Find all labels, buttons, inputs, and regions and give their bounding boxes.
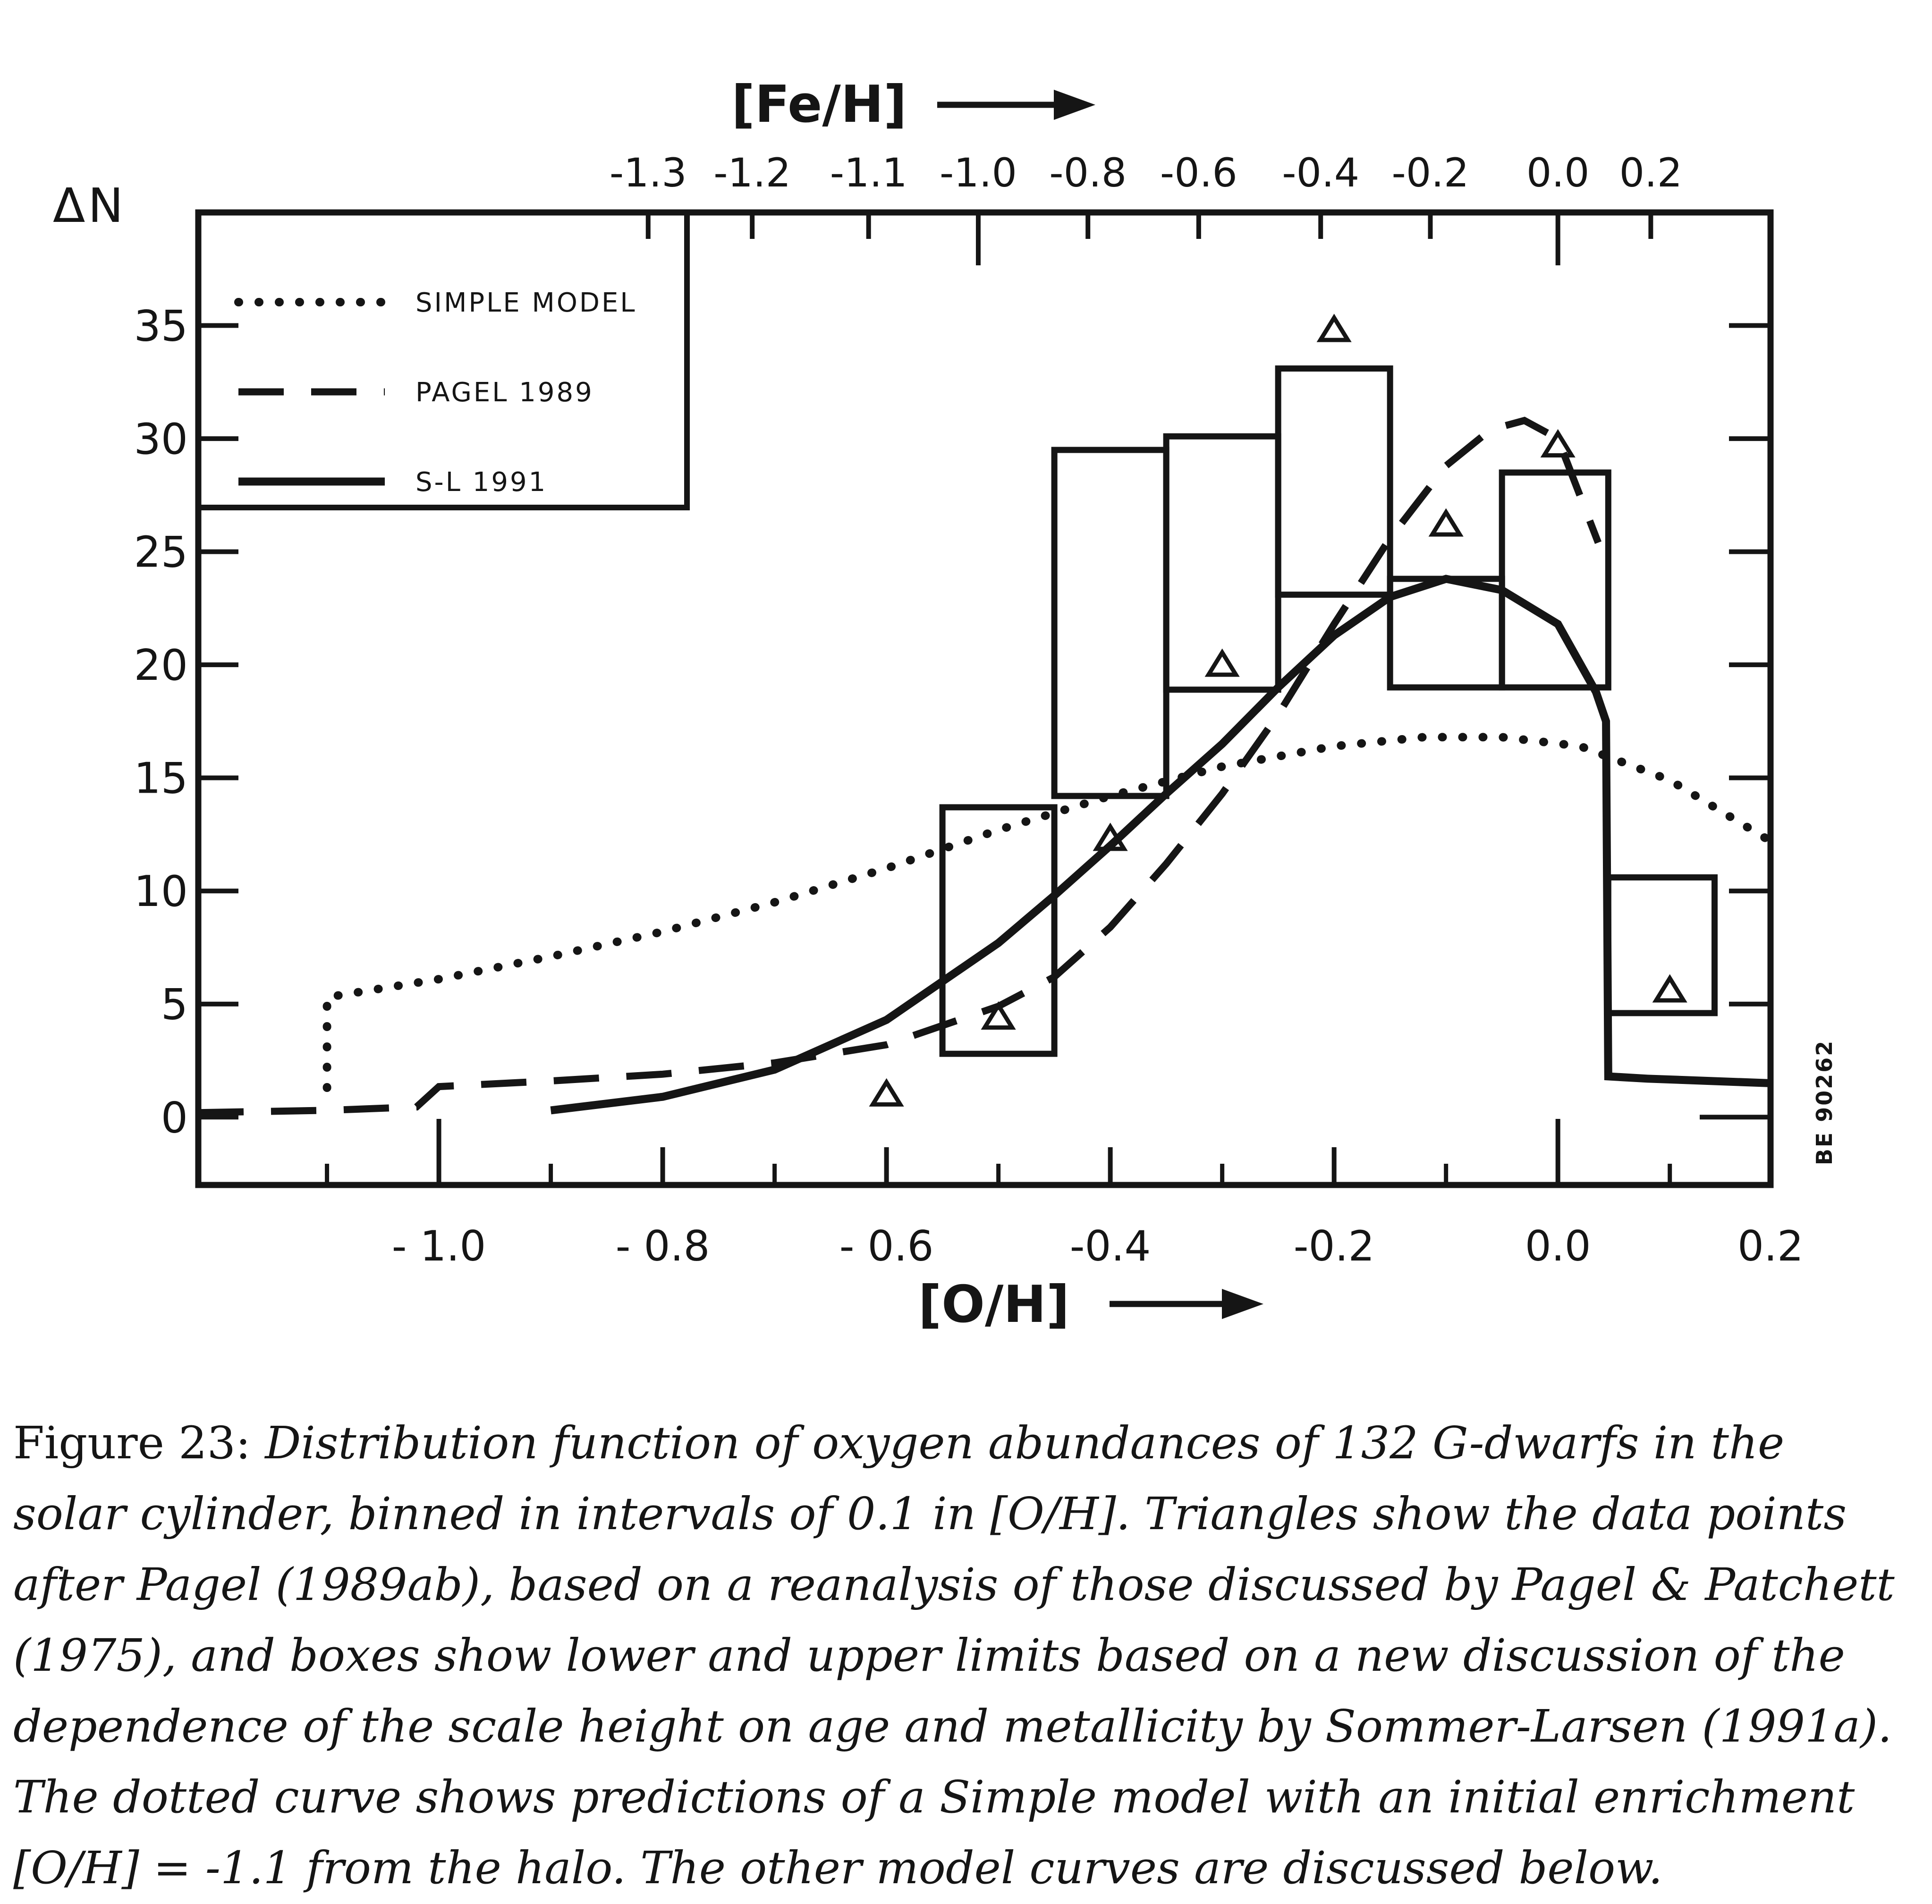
- fe-tick-label: -0.2: [1392, 150, 1469, 196]
- legend-label: SIMPLE MODEL: [415, 288, 637, 318]
- fe-axis-arrow-head: [1054, 90, 1095, 120]
- top-axis-label: [Fe/H]: [731, 75, 907, 134]
- y-tick-label: 25: [134, 528, 188, 577]
- triangle-data-point: [869, 1078, 904, 1107]
- x-tick-label: 0.0: [1525, 1222, 1591, 1270]
- legend-box: [195, 210, 690, 510]
- figure-23-plot: 0 5 10 15 20 25 30 35 ΔN - 1.0 - 0.8 - 0.6 -0.4 -0.2 0…: [53, 75, 1837, 1334]
- limit-box: [1605, 874, 1718, 1016]
- x-tick-label: -0.4: [1070, 1222, 1151, 1270]
- x-tick-label: - 0.6: [839, 1222, 934, 1270]
- figure-caption: Figure 23: Distribution function of oxyg…: [0, 1399, 1932, 1904]
- x-tick-label: - 1.0: [392, 1222, 486, 1270]
- triangle-data-point: [1652, 974, 1687, 1003]
- limit-box: [939, 804, 1058, 1057]
- caption-line: (1975), and boxes show lower and upper l…: [13, 1630, 1845, 1682]
- triangle-data-point: [1204, 648, 1240, 677]
- caption-text: Distribution function of oxygen abundanc…: [265, 1417, 1785, 1469]
- y-tick-label: 35: [134, 302, 188, 351]
- triangle-data-point: [1093, 822, 1128, 851]
- triangle-data-point: [1428, 508, 1464, 537]
- simple-model-curve: [322, 733, 1775, 1092]
- y-tick-label: 15: [134, 754, 188, 804]
- fe-tick-label: -1.2: [713, 150, 791, 196]
- fe-tick-label: -1.3: [610, 150, 687, 196]
- fe-tick-label: -0.8: [1049, 150, 1127, 196]
- caption-line: dependence of the scale height on age an…: [13, 1701, 1892, 1752]
- caption-figure-label: Figure 23:: [13, 1417, 251, 1469]
- caption-line: The dotted curve shows predictions of a …: [13, 1771, 1855, 1823]
- triangle-data-point: [1540, 429, 1576, 457]
- caption-line: solar cylinder, binned in intervals of 0…: [13, 1488, 1847, 1540]
- s-l-1991-curve: [550, 575, 1771, 1115]
- legend-label: S-L 1991: [415, 467, 547, 498]
- plot-frame: [195, 209, 1774, 1188]
- y-tick-label: 0: [161, 1093, 188, 1142]
- y-axis-label: ΔN: [53, 178, 126, 233]
- pagel-1989-curve: [198, 416, 1602, 1117]
- legend-label: PAGEL 1989: [415, 377, 594, 408]
- y-tick-label: 10: [134, 867, 188, 916]
- triangle-data-point: [981, 1001, 1016, 1030]
- fe-tick-label: -0.6: [1160, 150, 1237, 196]
- limit-box: [1275, 365, 1393, 598]
- limit-box: [1051, 447, 1169, 799]
- fe-tick-label: -1.1: [830, 150, 907, 196]
- y-tick-label: 5: [161, 980, 188, 1030]
- triangle-data-point: [1316, 313, 1352, 342]
- fe-tick-label: 0.2: [1619, 150, 1683, 196]
- y-tick-label: 30: [134, 415, 188, 464]
- oh-axis-arrow-head: [1222, 1289, 1263, 1319]
- fe-tick-label: 0.0: [1526, 150, 1590, 196]
- x-tick-label: -0.2: [1294, 1222, 1375, 1270]
- bottom-axis-label: [O/H]: [918, 1275, 1069, 1334]
- fe-tick-label: -0.4: [1282, 150, 1359, 196]
- x-tick-label: 0.2: [1737, 1222, 1804, 1270]
- caption-line: Figure 23: Distribution function of oxyg…: [13, 1408, 1918, 1479]
- caption-line: after Pagel (1989ab), based on a reanaly…: [13, 1559, 1895, 1611]
- limit-box: [1499, 469, 1611, 691]
- plot-id-stamp: BE 90262: [1812, 1040, 1837, 1166]
- caption-line: [O/H] = -1.1 from the halo. The other mo…: [13, 1842, 1663, 1894]
- y-tick-label: 20: [134, 641, 188, 690]
- x-tick-label: - 0.8: [616, 1222, 710, 1270]
- fe-tick-label: -1.0: [940, 150, 1017, 196]
